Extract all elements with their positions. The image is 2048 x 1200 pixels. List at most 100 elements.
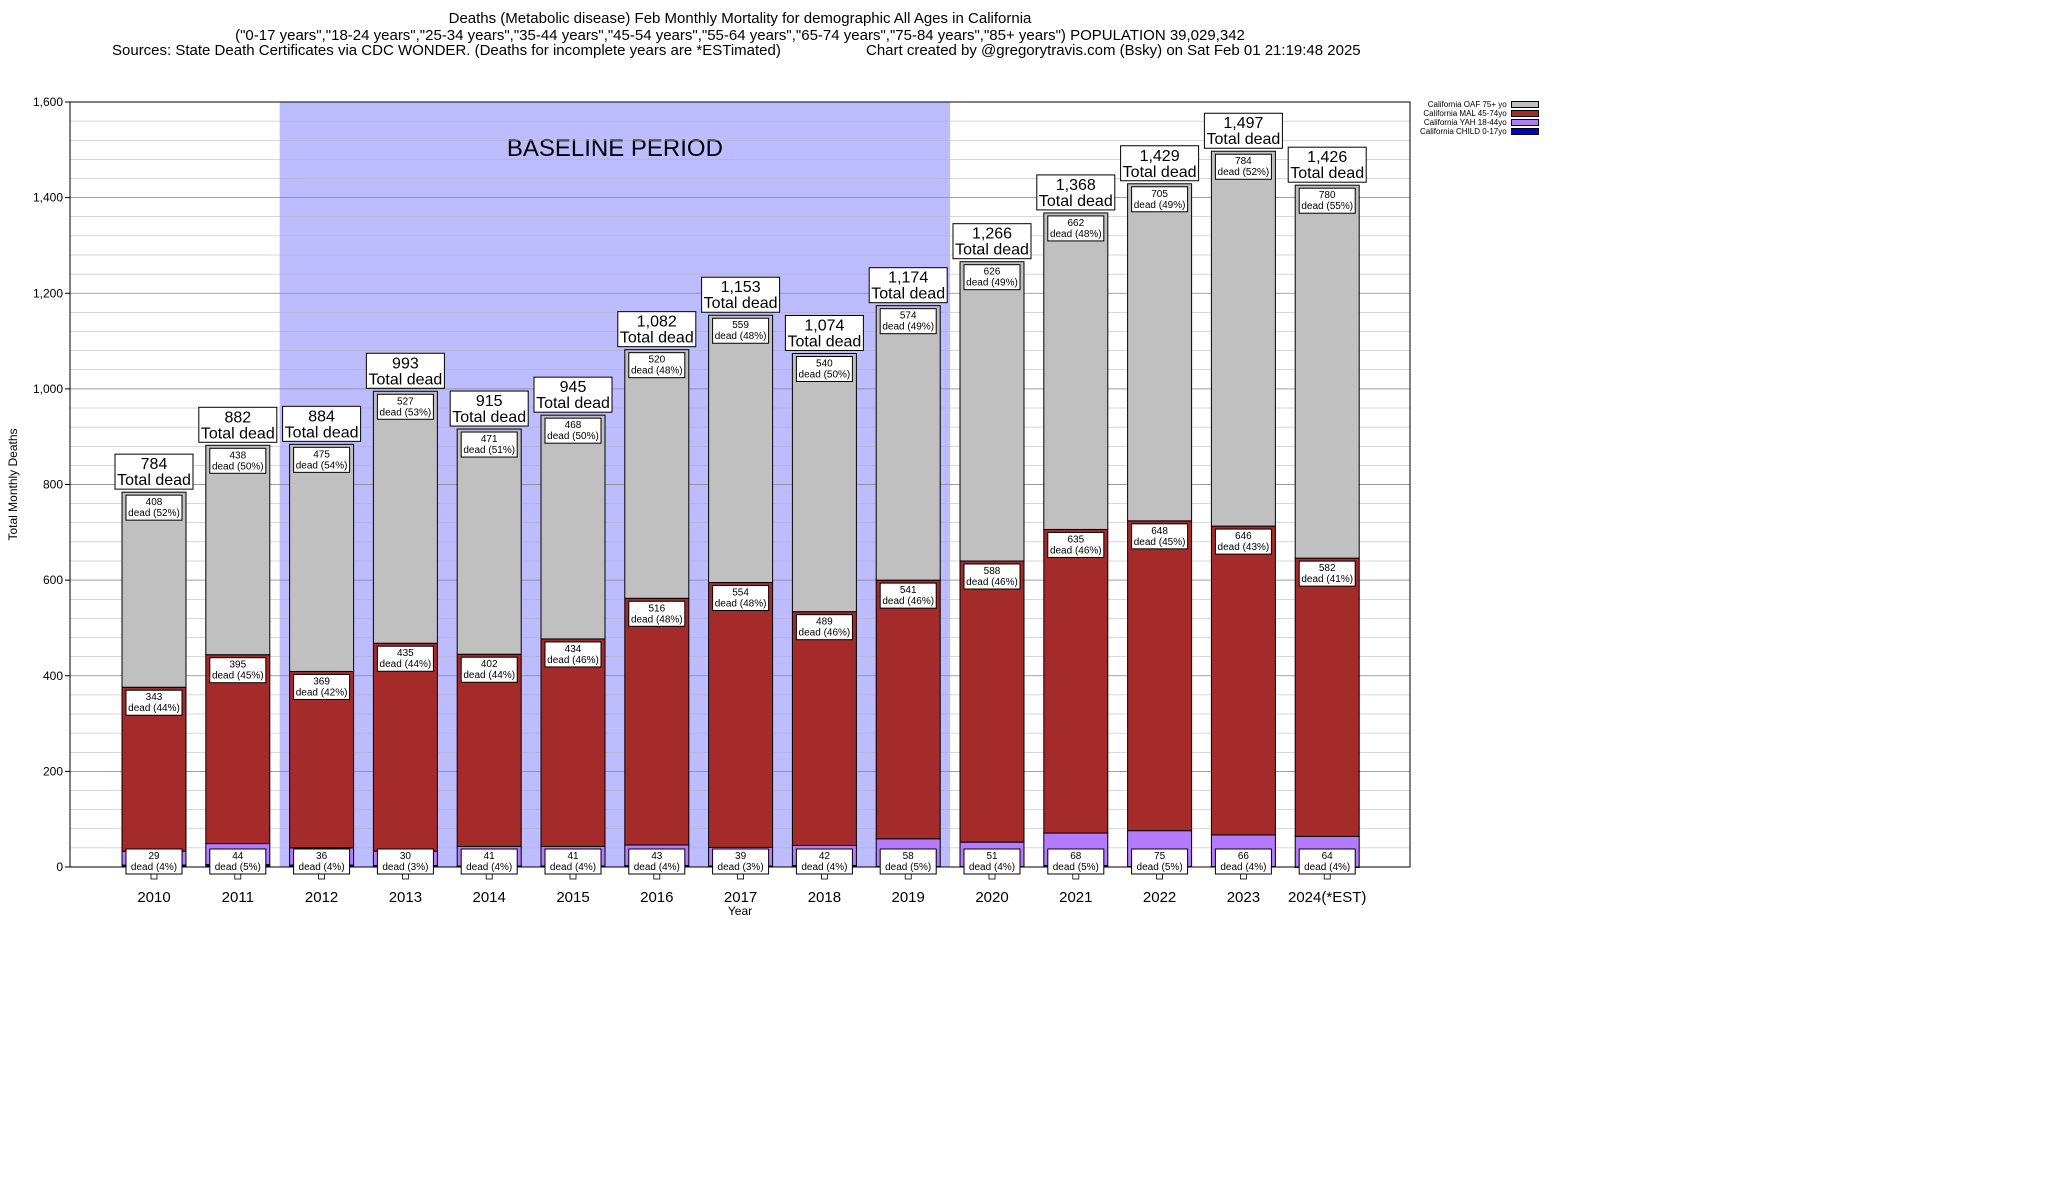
legend-item-yah: California YAH 18-44yo — [1420, 118, 1539, 127]
segment-value-mal: 343 — [146, 692, 163, 703]
segment-value-mal: 541 — [900, 585, 917, 596]
total-caption: Total dead — [452, 409, 526, 426]
segment-label-box-yah — [460, 848, 518, 875]
segment-pct-oaf: dead (52%) — [128, 508, 180, 519]
segment-label-box-oaf — [125, 494, 183, 521]
x-tick-label: 2016 — [640, 889, 673, 906]
chart-title: Deaths (Metabolic disease) Feb Monthly M… — [0, 10, 1480, 44]
bar-segment-mal — [708, 582, 774, 848]
segment-value-mal: 369 — [313, 676, 330, 687]
bar-segment-oaf — [708, 314, 774, 584]
segment-label-box-oaf — [1298, 187, 1356, 214]
segment-label-box-mal — [293, 673, 351, 700]
x-tick-label: 2023 — [1227, 889, 1260, 906]
segment-label-box-mal — [125, 689, 183, 716]
bar-segment-mal — [205, 654, 271, 845]
segment-label-box-yah — [293, 848, 351, 875]
segment-value-oaf: 527 — [397, 396, 414, 407]
segment-pct-mal: dead (45%) — [212, 671, 264, 682]
bar-segment-oaf — [624, 349, 690, 599]
segment-label-box-yah — [1131, 848, 1189, 875]
segment-value-yah: 51 — [986, 851, 998, 862]
segment-value-oaf: 559 — [732, 320, 749, 331]
legend-swatch-child — [1510, 128, 1539, 135]
legend-label-child: California CHILD 0-17yo — [1420, 127, 1507, 136]
sources-note: Sources: State Death Certificates via CD… — [112, 42, 781, 59]
segment-label-box-yah — [1047, 848, 1105, 875]
total-value: 1,153 — [721, 279, 761, 296]
legend-swatch-yah — [1510, 119, 1539, 126]
total-value: 945 — [560, 379, 587, 396]
y-tick-label: 0 — [56, 860, 63, 874]
total-caption: Total dead — [285, 424, 359, 441]
segment-value-yah: 41 — [484, 851, 496, 862]
segment-value-oaf: 471 — [481, 434, 498, 445]
bar-segment-mal — [1294, 557, 1360, 837]
segment-label-box-oaf — [1131, 186, 1189, 213]
segment-pct-oaf: dead (50%) — [212, 461, 264, 472]
segment-label-box-yah — [963, 848, 1021, 875]
total-label-box — [1203, 112, 1283, 149]
segment-label-box-yah — [544, 848, 602, 875]
segment-value-oaf: 520 — [648, 355, 665, 366]
segment-pct-yah: dead (5%) — [885, 862, 931, 873]
y-tick-label: 1,200 — [33, 286, 63, 300]
segment-value-oaf: 662 — [1067, 218, 1084, 229]
bar-segment-oaf — [1127, 183, 1193, 522]
segment-pct-mal: dead (46%) — [966, 577, 1018, 588]
segment-label-box-mal — [1047, 531, 1105, 558]
segment-label-box-mal — [628, 600, 686, 627]
segment-pct-oaf: dead (51%) — [463, 445, 515, 456]
bar-segment-mal — [959, 560, 1025, 843]
segment-value-yah: 44 — [232, 851, 244, 862]
total-value: 1,174 — [888, 270, 928, 287]
segment-value-mal: 435 — [397, 648, 414, 659]
total-value: 993 — [392, 355, 419, 372]
bar-segment-oaf — [1043, 212, 1109, 530]
x-tick-label: 2020 — [975, 889, 1008, 906]
total-label-box — [1036, 174, 1116, 211]
bar-segment-mal — [1127, 520, 1193, 832]
total-label-box — [282, 405, 362, 442]
segment-value-oaf: 626 — [984, 267, 1001, 278]
segment-value-mal: 434 — [565, 644, 582, 655]
segment-pct-mal: dead (44%) — [128, 703, 180, 714]
segment-value-yah: 39 — [735, 851, 747, 862]
segment-pct-mal: dead (46%) — [1050, 545, 1102, 556]
x-tick-label: 2022 — [1143, 889, 1176, 906]
total-label-box — [198, 406, 278, 443]
segment-label-box-oaf — [460, 431, 518, 458]
bar-segment-mal — [791, 611, 857, 846]
bar-segment-mal — [624, 597, 690, 846]
x-tick-label: 2010 — [137, 889, 170, 906]
total-label-box — [868, 267, 948, 304]
segment-pct-oaf: dead (55%) — [1301, 201, 1353, 212]
title-line-1: Deaths (Metabolic disease) Feb Monthly M… — [448, 10, 1032, 27]
segment-value-mal: 635 — [1067, 534, 1084, 545]
total-caption: Total dead — [368, 371, 442, 388]
total-caption: Total dead — [620, 330, 694, 347]
x-axis-label: Year — [728, 904, 752, 918]
segment-label-box-oaf — [1214, 153, 1272, 180]
legend-swatch-oaf — [1510, 101, 1539, 108]
chart-credit: Chart created by @gregorytravis.com (Bsk… — [866, 42, 1361, 59]
title-line-2: ("0-17 years","18-24 years","25-34 years… — [235, 27, 1245, 44]
legend-item-mal: California MAL 45-74yo — [1420, 109, 1539, 118]
x-tick-label: 2013 — [389, 889, 422, 906]
segment-label-box-yah — [1298, 848, 1356, 875]
bar-segment-oaf — [791, 352, 857, 613]
total-value: 882 — [224, 409, 251, 426]
bar-segment-oaf — [875, 305, 941, 581]
segment-pct-oaf: dead (52%) — [1218, 167, 1270, 178]
segment-value-mal: 554 — [732, 588, 749, 599]
total-caption: Total dead — [871, 286, 945, 303]
segment-label-box-oaf — [879, 308, 937, 335]
segment-pct-mal: dead (44%) — [463, 670, 515, 681]
total-caption: Total dead — [201, 425, 275, 442]
segment-pct-oaf: dead (49%) — [1134, 200, 1186, 211]
segment-value-mal: 582 — [1319, 563, 1336, 574]
total-value: 1,368 — [1056, 177, 1096, 194]
segment-label-box-mal — [1131, 523, 1189, 550]
bar-segment-oaf — [205, 444, 271, 656]
bar-segment-mal — [540, 638, 606, 847]
